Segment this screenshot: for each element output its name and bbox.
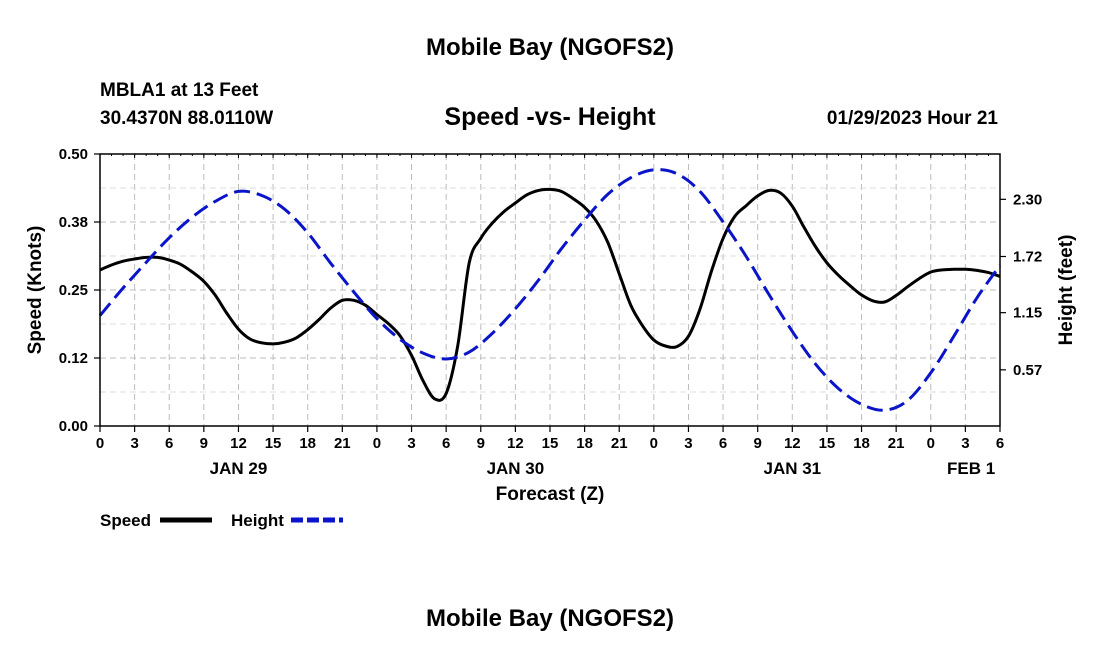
x-tick-label: 21 (611, 435, 628, 452)
x-tick-label: 6 (996, 435, 1004, 452)
x-tick-label: 21 (888, 435, 905, 452)
x-tick-label: 0 (96, 435, 104, 452)
day-label: JAN 29 (210, 459, 268, 478)
x-tick-label: 3 (961, 435, 969, 452)
station-label: MBLA1 at 13 Feet (100, 80, 259, 101)
y-left-tick-label: 0.38 (59, 214, 88, 231)
legend-speed-label: Speed (100, 511, 151, 530)
series-layer (98, 168, 1002, 412)
y-right-tick-label: 1.72 (1013, 248, 1042, 265)
y-right-tick-label: 2.30 (1013, 191, 1042, 208)
station-coords: 30.4370N 88.0110W (100, 108, 273, 129)
x-tick-label: 15 (542, 435, 559, 452)
y-left-tick-label: 0.12 (59, 350, 88, 367)
grid (100, 154, 1000, 426)
day-label: JAN 30 (487, 459, 545, 478)
x-tick-label: 18 (576, 435, 593, 452)
x-tick-label: 18 (853, 435, 870, 452)
y-left-tick-label: 0.25 (59, 282, 88, 299)
y-right-tick-label: 1.15 (1013, 305, 1042, 322)
chart-title: Speed -vs- Height (444, 103, 656, 131)
x-tick-label: 15 (265, 435, 282, 452)
x-tick-label: 9 (754, 435, 762, 452)
legend: Speed Height (100, 511, 343, 530)
x-tick-label: 0 (927, 435, 935, 452)
x-tick-label: 3 (130, 435, 138, 452)
x-tick-label: 21 (334, 435, 351, 452)
footer-title: Mobile Bay (NGOFS2) (426, 605, 674, 632)
day-label: JAN 31 (763, 459, 821, 478)
x-tick-label: 15 (819, 435, 836, 452)
y-axis-right-label: Height (feet) (1056, 235, 1077, 346)
x-tick-label: 12 (507, 435, 524, 452)
y-left-tick-label: 0.00 (59, 418, 88, 435)
x-tick-label: 9 (477, 435, 485, 452)
day-label: FEB 1 (947, 459, 995, 478)
x-tick-label: 0 (373, 435, 381, 452)
height-series-line (98, 168, 1002, 412)
x-tick-label: 6 (442, 435, 450, 452)
x-tick-label: 6 (165, 435, 173, 452)
axes: 0 3 6 9 12 15 18 21 0 3 6 9 12 15 18 21 0 3 6 9 12 15 18 21 0 3 6 0… (59, 146, 1042, 478)
x-tick-label: 6 (719, 435, 727, 452)
page-title: Mobile Bay (NGOFS2) (426, 34, 674, 61)
x-tick-label: 9 (200, 435, 208, 452)
x-tick-label: 12 (230, 435, 247, 452)
speed-series-line (99, 187, 1001, 402)
legend-height-label: Height (231, 511, 284, 530)
y-left-tick-label: 0.50 (59, 146, 88, 163)
forecast-datetime: 01/29/2023 Hour 21 (827, 108, 999, 129)
x-tick-label: 12 (784, 435, 801, 452)
x-tick-label: 0 (650, 435, 658, 452)
x-tick-label: 3 (407, 435, 415, 452)
x-axis-label: Forecast (Z) (496, 484, 605, 505)
y-right-tick-label: 0.57 (1013, 362, 1042, 379)
x-tick-label: 18 (299, 435, 316, 452)
x-tick-label: 3 (684, 435, 692, 452)
y-axis-left-label: Speed (Knots) (25, 226, 46, 355)
